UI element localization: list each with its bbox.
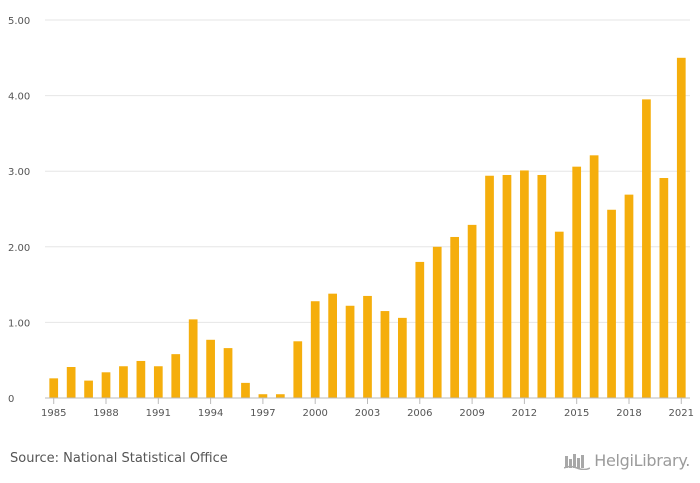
y-tick-label: 3.00	[8, 167, 30, 178]
bar-2000[interactable]	[310, 301, 320, 398]
bar-1998[interactable]	[275, 394, 285, 398]
bar-1986[interactable]	[66, 367, 76, 398]
bar-1993[interactable]	[188, 319, 198, 398]
bar-2008[interactable]	[450, 236, 460, 398]
x-tick-label: 2000	[302, 408, 327, 419]
bar-2012[interactable]	[520, 170, 529, 398]
y-tick-label: 5.00	[8, 16, 30, 27]
bar-2003[interactable]	[363, 295, 372, 398]
bar-2005[interactable]	[398, 317, 407, 398]
x-tick-label: 2003	[355, 408, 380, 419]
source-note: Source: National Statistical Office	[10, 451, 228, 466]
bar-2021[interactable]	[676, 57, 686, 399]
x-tick-label: 2021	[669, 408, 694, 419]
bar-1988[interactable]	[101, 372, 111, 398]
bar-2013[interactable]	[537, 174, 547, 398]
y-tick-label: 2.00	[8, 243, 30, 254]
bar-chart: 01.002.003.004.005.00 1985 1988 1991 1994 19…	[8, 16, 694, 419]
bar-2007[interactable]	[432, 246, 442, 398]
bar-1989[interactable]	[119, 366, 128, 398]
bar-2015[interactable]	[572, 166, 582, 398]
bar-1999[interactable]	[293, 341, 303, 398]
bar-2009[interactable]	[467, 224, 477, 398]
bar-1987[interactable]	[84, 380, 93, 398]
y-tick-label: 1.00	[8, 318, 30, 329]
x-tick-label: 2009	[459, 408, 484, 419]
x-tick-label: 2015	[564, 408, 589, 419]
x-tick-label: 2006	[407, 408, 432, 419]
x-tick-label: 1994	[198, 408, 223, 419]
bar-1996[interactable]	[241, 382, 250, 398]
bar-2018[interactable]	[624, 194, 634, 398]
bar-2006[interactable]	[415, 261, 425, 398]
y-axis-tick-labels: 0 1.00 2.00 3.00 4.00 5.00	[8, 16, 30, 405]
bar-1992[interactable]	[171, 354, 181, 398]
bar-2014[interactable]	[554, 231, 564, 398]
bar-2020[interactable]	[659, 178, 669, 398]
bar-1994[interactable]	[206, 339, 215, 398]
x-axis-ticks: 1985 1988 1991 1994 1997 2000 2003 2006 2009 2012…	[41, 398, 694, 419]
library-logo-icon	[564, 454, 591, 470]
brand-logo[interactable]: HelgiLibrary.	[564, 448, 690, 472]
bar-1985[interactable]	[49, 378, 59, 398]
bar-2017[interactable]	[607, 209, 616, 398]
x-tick-label: 1985	[41, 408, 66, 419]
x-tick-label: 1997	[250, 408, 275, 419]
x-tick-label: 1988	[93, 408, 118, 419]
bar-1997[interactable]	[258, 394, 268, 398]
bar-1995[interactable]	[223, 348, 233, 398]
x-tick-label: 1991	[146, 408, 171, 419]
bar-1990[interactable]	[136, 360, 146, 398]
brand-name: HelgiLibrary.	[594, 450, 690, 470]
bar-2004[interactable]	[380, 311, 390, 398]
y-tick-label: 4.00	[8, 92, 30, 103]
bar-2019[interactable]	[642, 99, 651, 398]
y-tick-label: 0	[8, 394, 14, 405]
bar-2011[interactable]	[502, 174, 512, 398]
bar-2010[interactable]	[485, 175, 494, 398]
x-tick-label: 2018	[616, 408, 641, 419]
bar-2002[interactable]	[345, 305, 355, 398]
bar-2001[interactable]	[328, 293, 337, 398]
bar-1991[interactable]	[153, 366, 163, 398]
x-tick-label: 2012	[512, 408, 537, 419]
chart-footer: Source: National Statistical Office Helg…	[0, 440, 700, 483]
bars	[49, 57, 686, 399]
bar-2016[interactable]	[589, 155, 599, 398]
gridlines	[45, 19, 690, 323]
